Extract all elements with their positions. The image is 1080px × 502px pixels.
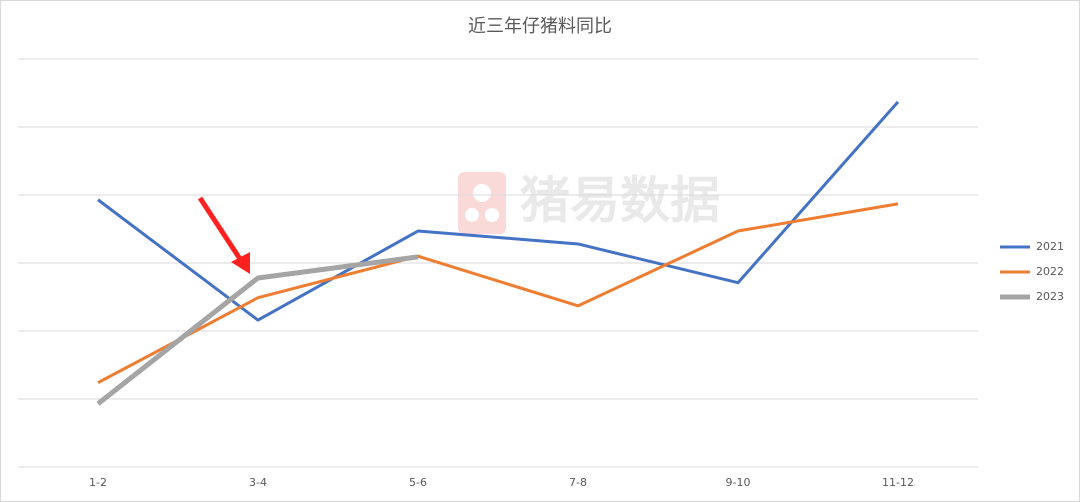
series-line: [97, 202, 899, 385]
watermark-icon: [458, 172, 506, 234]
series-line: [96, 254, 419, 406]
legend-label: 2021: [1036, 240, 1064, 253]
x-tick-label: 3-4: [249, 476, 267, 489]
x-tick-label: 7-8: [569, 476, 587, 489]
arrow: [197, 196, 250, 274]
x-tick-label: 5-6: [409, 476, 427, 489]
chart-title: 近三年仔猪料同比: [468, 16, 612, 37]
legend-label: 2023: [1036, 290, 1064, 303]
x-tick-label: 11-12: [882, 476, 914, 489]
legend-label: 2022: [1036, 265, 1064, 278]
x-tick-label: 9-10: [726, 476, 751, 489]
x-tick-label: 1-2: [89, 476, 107, 489]
watermark: 猪易数据: [520, 172, 720, 230]
